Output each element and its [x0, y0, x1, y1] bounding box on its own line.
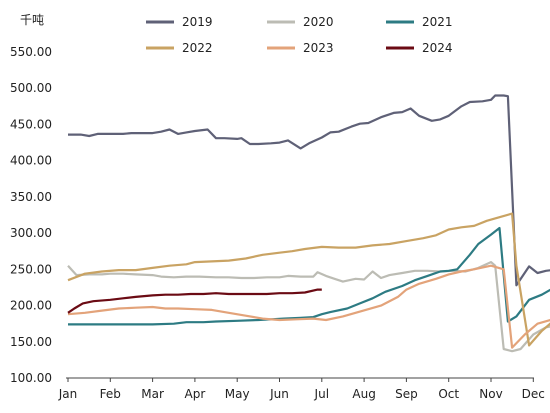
series-line-2021: [68, 226, 550, 326]
series-line-2024: [67, 288, 322, 314]
x-axis-ticks: Jan Feb Mar Apr May Jun Jul Aug Sep Oct Nov Dec: [58, 378, 545, 401]
y-tick-label: 250.00: [10, 262, 52, 276]
legend-label-2019: 2019: [182, 15, 213, 29]
y-tick-label: 550.00: [10, 45, 52, 59]
series-line-2022: [67, 212, 550, 347]
series-line-2019: [68, 94, 550, 287]
legend-label-2022: 2022: [182, 41, 213, 55]
y-tick-label: 350.00: [10, 190, 52, 204]
y-tick-label: 100.00: [10, 371, 52, 385]
y-tick-label: 300.00: [10, 226, 52, 240]
legend-label-2021: 2021: [422, 15, 453, 29]
series-line-2020: [67, 261, 550, 353]
legend-label-2023: 2023: [303, 41, 334, 55]
x-tick-label: Mar: [141, 387, 164, 401]
x-tick-label: Oct: [438, 387, 459, 401]
x-tick-label: Feb: [100, 387, 121, 401]
x-tick-label: Jul: [314, 387, 329, 401]
y-tick-label: 450.00: [10, 117, 52, 131]
y-tick-label: 150.00: [10, 335, 52, 349]
x-tick-label: Jun: [269, 387, 289, 401]
legend-label-2020: 2020: [303, 15, 334, 29]
y-tick-label: 500.00: [10, 81, 52, 95]
y-tick-label: 200.00: [10, 299, 52, 313]
x-tick-label: Jan: [58, 387, 78, 401]
x-tick-label: Aug: [352, 387, 375, 401]
legend: 2019 2020 2021 2022 2023 2024: [146, 15, 453, 55]
x-tick-label: Apr: [185, 387, 206, 401]
x-tick-label: May: [225, 387, 250, 401]
legend-label-2024: 2024: [422, 41, 453, 55]
x-tick-label: Dec: [522, 387, 545, 401]
x-tick-label: Nov: [479, 387, 502, 401]
series-line-2023: [67, 264, 550, 349]
y-axis-unit-label: 千吨: [20, 13, 44, 27]
series-lines: [67, 94, 550, 353]
x-tick-label: Sep: [395, 387, 418, 401]
y-tick-label: 400.00: [10, 154, 52, 168]
y-axis-tick-labels: 100.00 150.00 200.00 250.00 300.00 350.00 400.…: [10, 45, 52, 385]
